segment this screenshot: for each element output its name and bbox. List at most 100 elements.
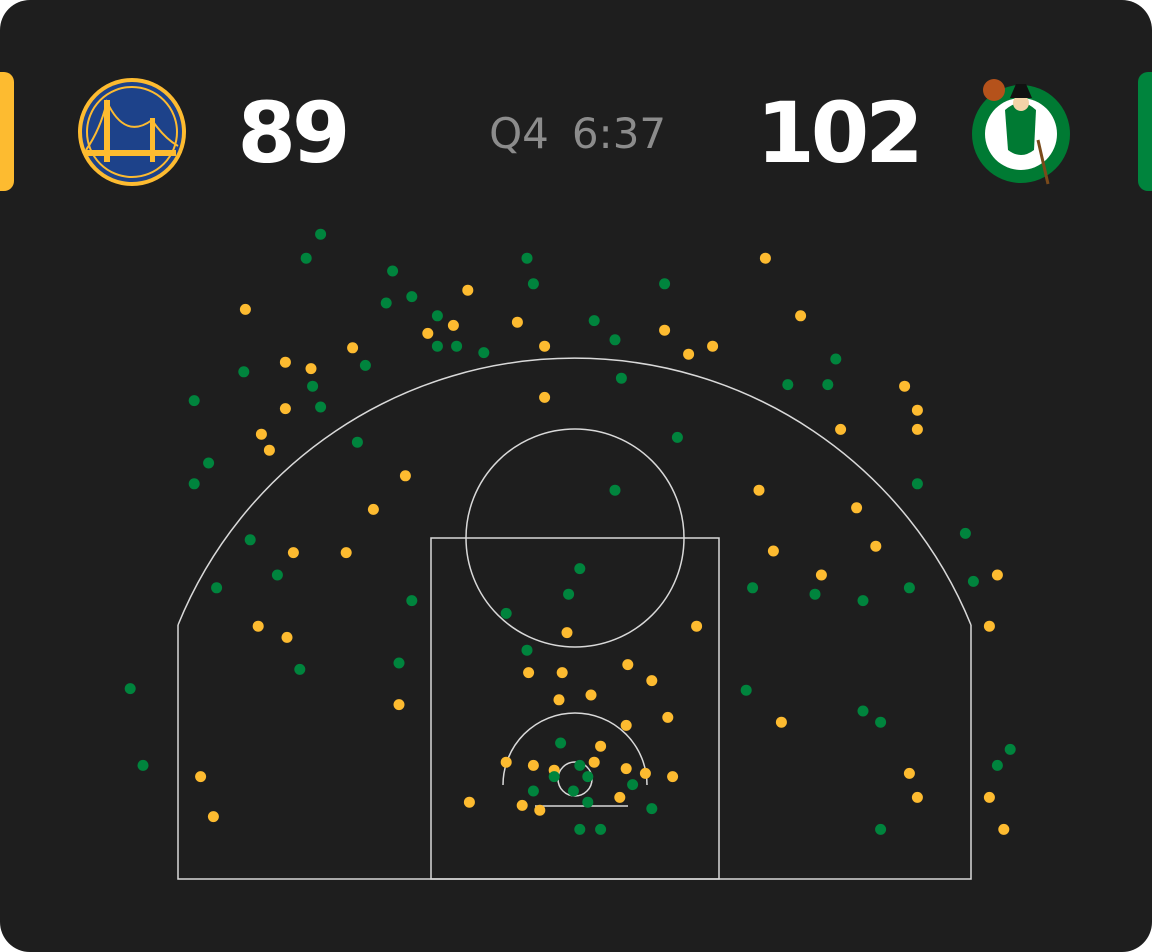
shot (252, 620, 264, 632)
shot (574, 563, 586, 575)
shot (447, 319, 459, 331)
shot (393, 699, 405, 711)
shot (875, 823, 887, 835)
home-logo (78, 78, 186, 186)
shot (614, 791, 626, 803)
shot (347, 342, 359, 354)
shot (263, 444, 275, 456)
shot (534, 804, 546, 816)
shot (561, 627, 573, 639)
shot (188, 478, 200, 490)
shot (662, 711, 674, 723)
shot (359, 359, 371, 371)
shot (646, 675, 658, 687)
shot (279, 356, 291, 368)
shot (851, 502, 863, 514)
away-score: 102 (756, 84, 919, 182)
shot (683, 348, 695, 360)
shot (627, 779, 639, 791)
shot (548, 771, 560, 783)
shot (830, 353, 842, 365)
shot (998, 823, 1010, 835)
shot (539, 391, 551, 403)
game-clock: 6:37 (572, 109, 666, 158)
shot (431, 340, 443, 352)
shot (315, 228, 327, 240)
shot (911, 404, 923, 416)
shot (620, 763, 632, 775)
shot (747, 582, 759, 594)
shot (875, 716, 887, 728)
shot (609, 484, 621, 496)
shot (775, 716, 787, 728)
shot (315, 401, 327, 413)
shot (463, 796, 475, 808)
shot (281, 631, 293, 643)
shot (959, 527, 971, 539)
shot (585, 689, 597, 701)
shot (271, 569, 283, 581)
shot (595, 740, 607, 752)
shot (305, 363, 317, 375)
shot (137, 759, 149, 771)
shot (555, 737, 567, 749)
shot (809, 588, 821, 600)
shot (527, 759, 539, 771)
shot (287, 547, 299, 559)
shot (740, 684, 752, 696)
shot (620, 719, 632, 731)
shot (307, 380, 319, 392)
shot (300, 252, 312, 264)
shot (521, 252, 533, 264)
shot (195, 771, 207, 783)
shot (646, 803, 658, 815)
away-logo (972, 79, 1070, 185)
shot (238, 366, 250, 378)
shot (539, 340, 551, 352)
home-score: 89 (238, 84, 347, 182)
shot (582, 796, 594, 808)
home-accent (0, 72, 14, 191)
shot (615, 372, 627, 384)
shot (595, 823, 607, 835)
shot (795, 310, 807, 322)
shot (588, 315, 600, 327)
shot (582, 771, 594, 783)
shot (527, 278, 539, 290)
shot (822, 379, 834, 391)
shot (911, 478, 923, 490)
shot (367, 503, 379, 515)
shot (406, 595, 418, 607)
shots (124, 228, 1016, 835)
shot (903, 767, 915, 779)
shot (211, 582, 223, 594)
shot (521, 644, 533, 656)
shot (659, 278, 671, 290)
shot (294, 663, 306, 675)
shot (983, 620, 995, 632)
shot (782, 379, 794, 391)
shot (244, 534, 256, 546)
shot (431, 310, 443, 322)
shot (255, 428, 267, 440)
shot (387, 265, 399, 277)
shot (857, 595, 869, 607)
shot (707, 340, 719, 352)
shot (759, 252, 771, 264)
shot (671, 431, 683, 443)
shot (815, 569, 827, 581)
shot (991, 569, 1003, 581)
shot (609, 334, 621, 346)
shot (393, 657, 405, 669)
shot (340, 547, 352, 559)
shot (527, 785, 539, 797)
shot (991, 759, 1003, 771)
shot (903, 582, 915, 594)
away-accent (1138, 72, 1152, 191)
shot (553, 694, 565, 706)
period: Q4 (489, 109, 549, 158)
shot (188, 395, 200, 407)
shot (588, 756, 600, 768)
